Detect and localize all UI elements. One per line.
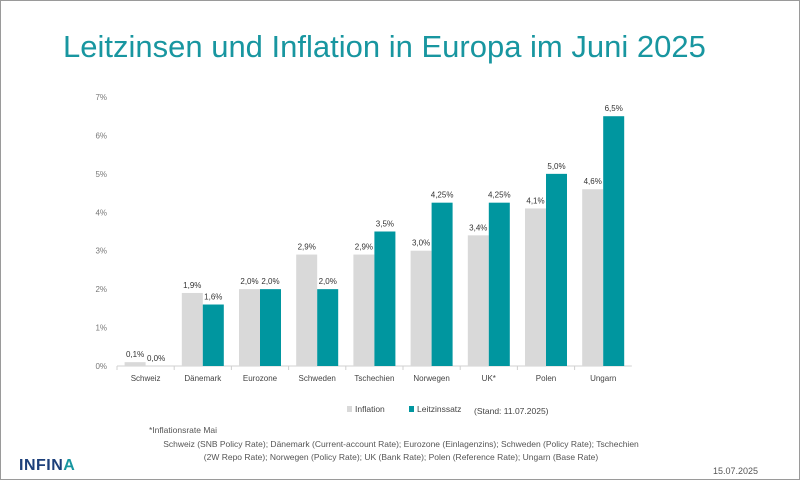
y-tick-label: 1% [95, 324, 107, 333]
footnote: *Inflationsrate Mai [149, 425, 218, 435]
legend-swatch [409, 406, 414, 412]
data-label: 2,0% [319, 277, 337, 286]
bar-leitzinssatz [202, 304, 224, 366]
sources-text: Schweiz (SNB Policy Rate); Dänemark (Cur… [151, 438, 651, 464]
bar-inflation [296, 254, 318, 366]
bar-inflation [353, 254, 375, 366]
x-tick-label: Ungarn [590, 374, 616, 383]
bar-leitzinssatz [317, 289, 339, 366]
y-tick-label: 0% [95, 362, 107, 371]
bar-inflation [410, 250, 432, 366]
bar-leitzinssatz [603, 116, 625, 366]
bar-inflation [181, 292, 203, 366]
data-label: 2,9% [298, 243, 316, 252]
data-label: 3,0% [412, 239, 430, 248]
legend-note: (Stand: 11.07.2025) [474, 406, 549, 416]
date: 15.07.2025 [713, 466, 759, 476]
data-label: 0,0% [147, 354, 165, 363]
data-label: 5,0% [547, 162, 565, 171]
y-tick-label: 7% [95, 93, 107, 102]
bar-inflation [525, 208, 546, 366]
bar-leitzinssatz [260, 289, 281, 366]
y-tick-label: 4% [95, 208, 107, 217]
data-label: 2,9% [355, 243, 373, 252]
chart-title: Leitzinsen und Inflation in Europa im Ju… [63, 29, 706, 64]
bar-leitzinssatz [374, 231, 396, 366]
data-label: 1,9% [183, 281, 201, 290]
data-label: 2,0% [240, 277, 258, 286]
data-label: 4,25% [488, 191, 511, 200]
x-tick-label: Schweden [299, 374, 336, 383]
x-tick-label: Schweiz [131, 374, 161, 383]
bar-leitzinssatz [488, 202, 510, 366]
x-tick-label: Eurozone [243, 374, 278, 383]
x-tick-label: Norwegen [413, 374, 449, 383]
y-tick-label: 5% [95, 170, 107, 179]
legend-label: Leitzinssatz [417, 404, 461, 414]
bar-leitzinssatz [546, 173, 567, 366]
x-tick-label: Polen [536, 374, 556, 383]
data-label: 3,5% [376, 220, 394, 229]
y-tick-label: 6% [95, 131, 107, 140]
bar-chart: 0% 1% 2% 3% 4% 5% 6% 7% Schweiz 0,1% 0,0% Dänemark 1… [95, 93, 632, 416]
x-tick-label: UK* [482, 374, 496, 383]
legend-label: Inflation [355, 404, 385, 414]
data-label: 0,1% [126, 350, 144, 359]
bar-leitzinssatz [431, 202, 453, 366]
data-label: 2,0% [261, 277, 279, 286]
legend-swatch [347, 406, 352, 412]
sources-line-1: Schweiz (SNB Policy Rate); Dänemark (Cur… [163, 439, 639, 449]
x-tick-label: Dänemark [184, 374, 222, 383]
bar-inflation [239, 289, 260, 366]
x-tick-label: Tschechien [354, 374, 394, 383]
logo-accent: A [63, 457, 76, 474]
data-label: 3,4% [469, 223, 487, 232]
data-label: 6,5% [605, 104, 623, 113]
bar-inflation [467, 235, 489, 366]
y-tick-label: 3% [95, 247, 107, 256]
logo-text: INFIN [19, 457, 64, 474]
data-label: 4,1% [526, 196, 544, 205]
bar-inflation [582, 189, 604, 366]
bar-inflation [124, 362, 146, 366]
data-label: 4,6% [584, 177, 602, 186]
infina-logo: INFINA [19, 457, 75, 475]
data-label: 4,25% [431, 191, 454, 200]
sources-line-2: (2W Repo Rate); Norwegen (Policy Rate); … [203, 452, 599, 462]
data-label: 1,6% [204, 293, 222, 302]
y-tick-label: 2% [95, 285, 107, 294]
